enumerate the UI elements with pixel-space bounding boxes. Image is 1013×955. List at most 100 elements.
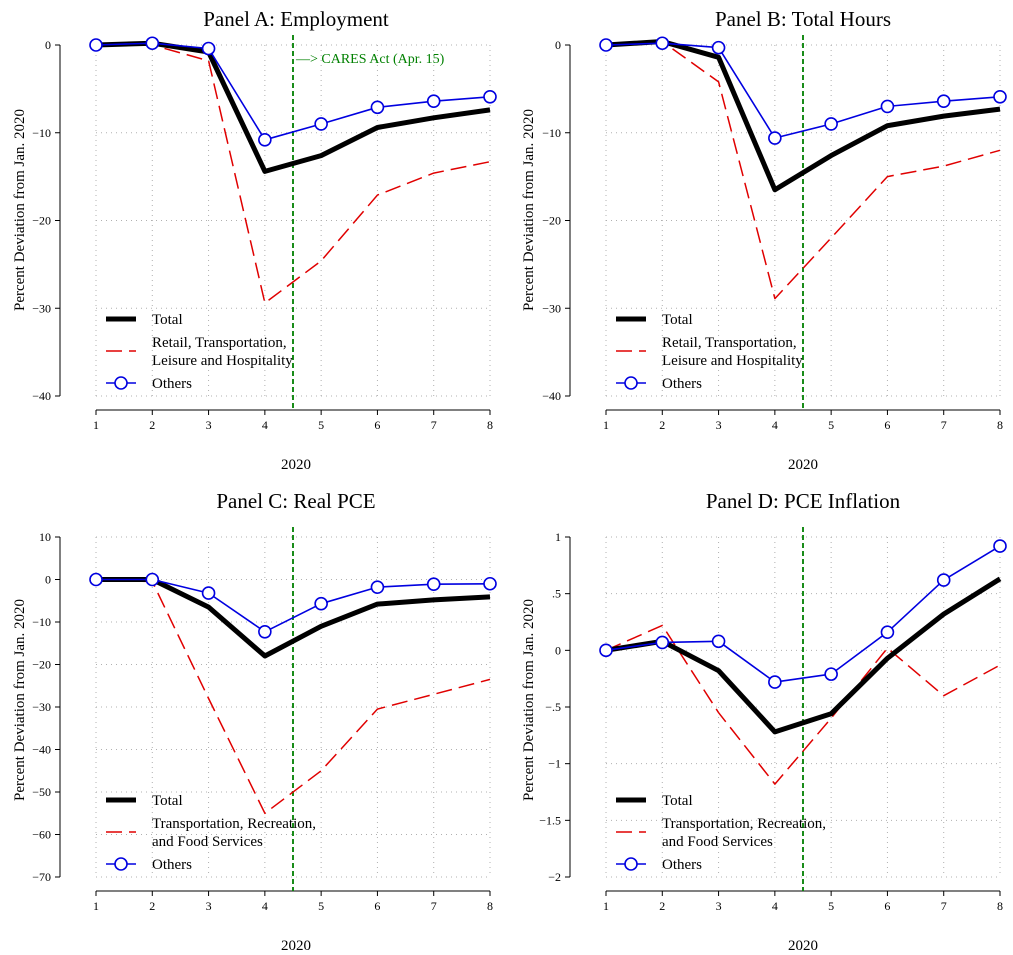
cares-act-annotation: —> CARES Act (Apr. 15): [295, 52, 445, 67]
y-tick-label: −40: [542, 389, 561, 403]
panel-c: Panel C: Real PCE 10 0 −10 −20 −30 −40 −50 −60 −7…: [12, 489, 497, 954]
data-point-others: [426, 577, 441, 591]
x-tick-label: 6: [374, 899, 380, 913]
x-tick-label: 1: [93, 418, 99, 432]
data-point-others: [258, 132, 272, 147]
data-point-others: [824, 667, 838, 681]
x-tick-label: 1: [603, 899, 609, 913]
legend-label-total: Total: [662, 793, 693, 809]
data-point-others: [599, 38, 613, 52]
panel-title: Panel C: Real PCE: [216, 489, 375, 513]
x-tick-label: 5: [828, 418, 834, 432]
y-axis-label: Percent Deviation from Jan. 2020: [521, 109, 537, 311]
y-tick-label: −40: [32, 743, 51, 757]
y-tick-label: −10: [542, 126, 561, 140]
data-point-others: [483, 89, 497, 104]
panel-title: Panel B: Total Hours: [715, 7, 891, 31]
data-point-others: [768, 675, 782, 689]
x-tick-label: 8: [997, 899, 1003, 913]
panel-b: Panel B: Total Hours 0 −10 −20 −30 −40 1 2 3 4 5 6 7…: [521, 7, 1007, 473]
y-tick-label: −1: [548, 757, 561, 771]
legend: Total Retail, Transportation, Leisure and …: [616, 312, 803, 392]
x-tick-label: 2: [659, 899, 665, 913]
y-tick-label: −20: [542, 214, 561, 228]
data-point-others: [370, 580, 385, 594]
data-point-others: [426, 94, 441, 108]
y-tick-label: 10: [39, 530, 51, 544]
series-line-total: [605, 576, 1002, 735]
data-point-others: [993, 89, 1007, 104]
x-axis-label: 2020: [281, 457, 311, 473]
legend-label-total: Total: [152, 312, 183, 328]
y-tick-label: .5: [552, 587, 561, 601]
x-tick-label: 5: [318, 899, 324, 913]
data-point-others: [936, 573, 951, 587]
legend: Total Retail, Transportation, Leisure and …: [106, 312, 293, 392]
x-tick-label: 2: [149, 899, 155, 913]
series-line-others: [95, 42, 491, 141]
data-point-others: [370, 100, 385, 115]
x-axis-label: 2020: [788, 457, 818, 473]
legend-marker-others: [624, 857, 638, 871]
y-tick-label: −.5: [545, 700, 561, 714]
y-tick-label: −30: [542, 301, 561, 315]
x-tick-label: 2: [149, 418, 155, 432]
legend-label-others: Others: [662, 376, 702, 392]
legend-label-sector: Retail, Transportation,: [662, 335, 797, 351]
legend-label-total: Total: [152, 793, 183, 809]
y-tick-label: −1.5: [539, 813, 561, 827]
legend-label-sector: Transportation, Recreation,: [662, 816, 826, 832]
data-point-others: [145, 36, 160, 51]
y-axis-label: Percent Deviation from Jan. 2020: [521, 599, 537, 801]
panel-d: Panel D: PCE Inflation 1 .5 0 −.5 −1 −1.5 −2 1 2 3…: [521, 489, 1007, 954]
x-tick-label: 1: [93, 899, 99, 913]
x-tick-label: 6: [884, 899, 890, 913]
data-point-others: [145, 572, 160, 587]
x-tick-label: 2: [659, 418, 665, 432]
legend: Total Transportation, Recreation, and Food…: [106, 793, 316, 873]
y-tick-label: 1: [555, 530, 561, 544]
x-tick-label: 5: [318, 418, 324, 432]
x-tick-label: 6: [374, 418, 380, 432]
y-tick-label: 0: [555, 643, 561, 657]
y-tick-label: 0: [45, 573, 51, 587]
legend: Total Transportation, Recreation, and Food…: [616, 793, 826, 873]
y-tick-label: −10: [32, 126, 51, 140]
data-point-others: [258, 624, 272, 639]
y-tick-label: −60: [32, 828, 51, 842]
legend-label-sector: Retail, Transportation,: [152, 335, 287, 351]
data-point-others: [89, 38, 103, 52]
y-axis-label: Percent Deviation from Jan. 2020: [12, 599, 28, 801]
series-line-sector: [96, 44, 491, 304]
data-point-others: [201, 586, 216, 600]
y-tick-label: −40: [32, 389, 51, 403]
data-point-others: [880, 625, 895, 640]
data-point-others: [655, 635, 670, 650]
y-axis-label: Percent Deviation from Jan. 2020: [12, 109, 28, 311]
y-tick-label: −30: [32, 700, 51, 714]
x-axis-label: 2020: [281, 938, 311, 954]
x-tick-label: 4: [262, 418, 268, 432]
x-tick-label: 3: [716, 418, 722, 432]
legend-marker-others: [114, 857, 128, 871]
data-point-others: [314, 596, 328, 611]
legend-label-others: Others: [152, 376, 192, 392]
y-tick-label: −50: [32, 785, 51, 799]
legend-label-sector-line2: and Food Services: [152, 834, 263, 850]
y-tick-label: −20: [32, 658, 51, 672]
legend-label-sector-line2: and Food Services: [662, 834, 773, 850]
data-point-others: [89, 572, 103, 587]
data-point-others: [711, 40, 726, 55]
data-point-others: [599, 643, 613, 658]
series-line-sector: [95, 578, 491, 815]
legend-marker-others: [624, 376, 638, 390]
series-line-sector: [605, 40, 1001, 300]
x-tick-label: 7: [431, 418, 437, 432]
x-tick-label: 7: [431, 899, 437, 913]
y-tick-label: −70: [32, 870, 51, 884]
data-point-others: [993, 539, 1007, 553]
series-line-others: [605, 545, 1001, 683]
data-point-others: [483, 576, 497, 591]
x-tick-label: 8: [997, 418, 1003, 432]
legend-label-others: Others: [662, 857, 702, 873]
